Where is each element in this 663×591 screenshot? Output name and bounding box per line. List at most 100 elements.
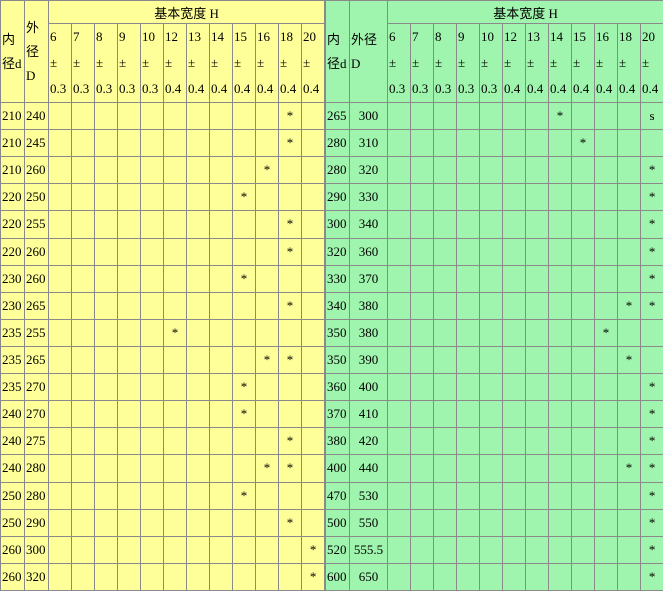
cell-mark: *	[571, 129, 595, 158]
cell	[525, 508, 549, 537]
cell	[186, 400, 210, 429]
cell	[525, 427, 549, 456]
cell	[278, 535, 302, 564]
cell	[456, 237, 480, 266]
cell	[502, 454, 526, 483]
cell	[140, 481, 164, 510]
column-header: 10 ±0.3	[479, 23, 503, 103]
cell	[594, 210, 618, 239]
column-header-tol: 0.3	[458, 81, 475, 96]
inner-diameter: 260	[0, 562, 25, 591]
cell	[300, 427, 326, 456]
outer-diameter: 300	[24, 535, 49, 564]
cell	[456, 508, 480, 537]
cell	[548, 264, 572, 293]
cell	[548, 345, 572, 375]
cell-mark: *	[232, 183, 256, 212]
outer-diameter: 290	[24, 508, 49, 537]
cell	[117, 508, 141, 537]
column-header-sign: ±	[412, 55, 420, 70]
cell	[232, 508, 256, 537]
outer-diameter: 275	[24, 427, 49, 456]
column-header-sign: ±	[96, 55, 104, 70]
cell	[502, 129, 526, 158]
cell-mark: *	[232, 400, 256, 429]
cell	[48, 508, 72, 537]
cell	[163, 562, 187, 591]
cell	[410, 101, 434, 131]
cell	[548, 400, 572, 429]
column-header-width: 16	[257, 29, 270, 44]
column-header-tol: 0.4	[188, 81, 205, 96]
column-header-sign: ±	[303, 55, 311, 70]
inner-diameter: 360	[325, 373, 350, 402]
cell	[117, 562, 141, 591]
data-row: 260 320 *	[0, 562, 326, 591]
cell	[571, 264, 595, 293]
cell	[617, 101, 641, 131]
cell	[502, 183, 526, 212]
column-header-width: 20	[642, 29, 655, 44]
column-header-width: 7	[412, 29, 419, 44]
cell	[300, 481, 326, 510]
outer-diameter: 530	[349, 481, 388, 510]
cell	[410, 535, 434, 564]
cell	[232, 156, 256, 185]
cell	[479, 183, 503, 212]
cell	[232, 237, 256, 266]
cell-mark: *	[639, 508, 663, 537]
outer-diameter: 270	[24, 400, 49, 429]
cell	[186, 183, 210, 212]
cell	[140, 454, 164, 483]
cell	[163, 291, 187, 320]
cell	[278, 183, 302, 212]
inner-diameter: 320	[325, 237, 350, 266]
data-row: 240 270 *	[0, 400, 326, 429]
cell	[410, 291, 434, 320]
column-header-width: 18	[280, 29, 293, 44]
cell	[594, 535, 618, 564]
cell	[525, 129, 549, 158]
inner-diameter: 300	[325, 210, 350, 239]
outer-diameter: 260	[24, 237, 49, 266]
cell	[410, 454, 434, 483]
cell	[94, 427, 118, 456]
cell	[548, 427, 572, 456]
inner-diameter: 235	[0, 318, 25, 347]
cell	[479, 129, 503, 158]
cell	[186, 237, 210, 266]
column-header-sign: ±	[596, 55, 604, 70]
cell	[140, 156, 164, 185]
cell	[255, 373, 279, 402]
cell	[94, 237, 118, 266]
cell-mark: *	[255, 156, 279, 185]
cell	[255, 535, 279, 564]
cell	[479, 535, 503, 564]
cell	[278, 400, 302, 429]
data-row: 520 555.5 *	[325, 535, 663, 564]
header-row: 6 ±0.3 7 ±0.3 8 ±0.3 9 ±0.3 10 ±0.3 12 ±0.4 13 ±0.4 14…	[326, 23, 663, 103]
cell	[571, 508, 595, 537]
cell	[525, 373, 549, 402]
cell	[502, 345, 526, 375]
column-header-tol: 0.4	[527, 81, 544, 96]
cell	[278, 264, 302, 293]
cell	[525, 291, 549, 320]
cell	[94, 264, 118, 293]
cell	[117, 400, 141, 429]
cell	[387, 400, 411, 429]
column-header-sign: ±	[211, 55, 219, 70]
cell	[456, 481, 480, 510]
cell	[209, 481, 233, 510]
inner-diameter: 210	[0, 156, 25, 185]
cell	[163, 535, 187, 564]
cell	[140, 345, 164, 375]
cell	[71, 101, 95, 131]
cell	[255, 400, 279, 429]
cell-mark: *	[278, 237, 302, 266]
cell	[209, 183, 233, 212]
cell	[548, 318, 572, 347]
column-header: 18 ±0.4	[278, 23, 302, 103]
outer-diameter: 650	[349, 562, 388, 591]
cell	[571, 101, 595, 131]
